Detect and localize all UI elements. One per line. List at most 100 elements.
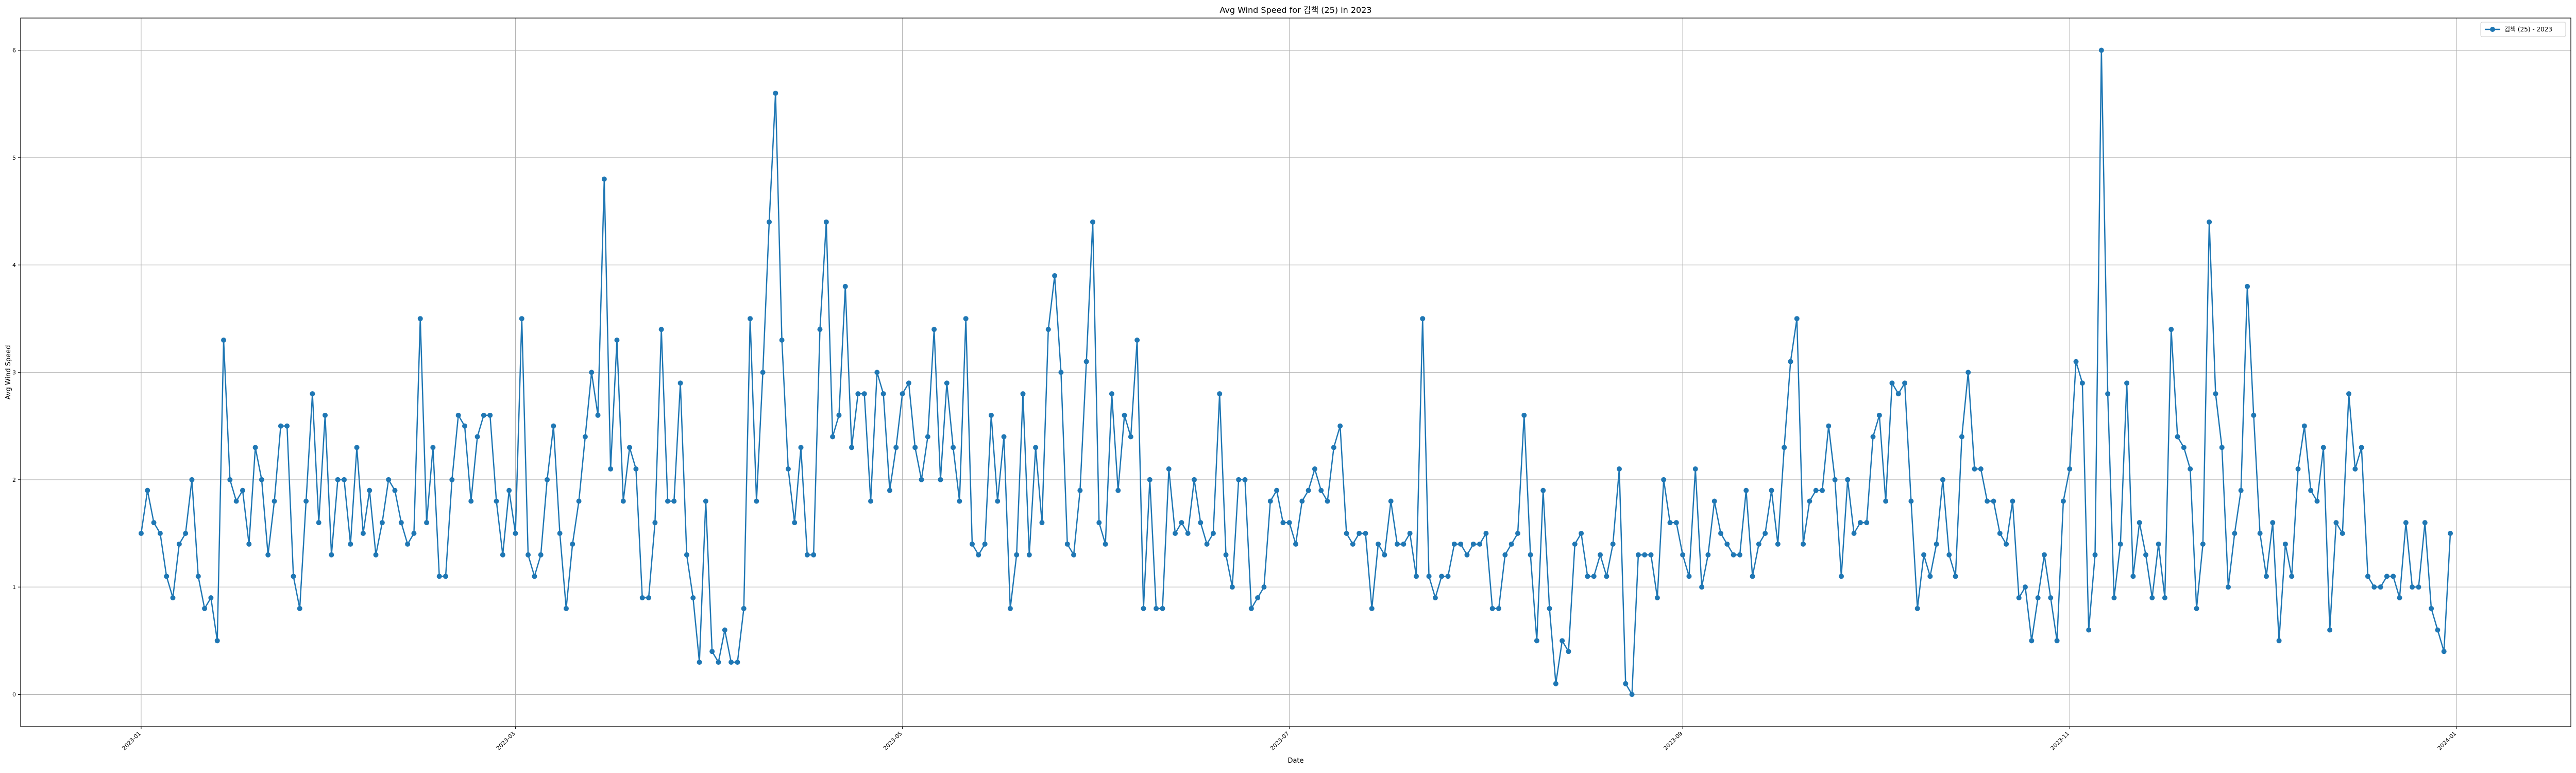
- data-point: [1318, 488, 1324, 493]
- data-point: [1914, 606, 1920, 611]
- data-point: [1274, 488, 1280, 493]
- data-point: [1344, 531, 1349, 536]
- data-point: [1090, 219, 1095, 225]
- data-point: [1014, 552, 1020, 558]
- data-point: [1623, 681, 1629, 686]
- data-point: [532, 574, 537, 579]
- data-point: [2067, 466, 2073, 472]
- data-point: [1154, 606, 1159, 611]
- data-point: [861, 391, 867, 397]
- data-point: [1616, 466, 1622, 472]
- data-point: [1470, 541, 1476, 547]
- data-point: [849, 445, 855, 450]
- data-point: [785, 466, 791, 472]
- data-point: [1350, 541, 1355, 547]
- data-point: [976, 552, 981, 558]
- data-point: [487, 412, 493, 418]
- data-point: [1363, 531, 1368, 536]
- data-point: [1801, 541, 1806, 547]
- data-point: [951, 445, 956, 450]
- data-point: [1185, 531, 1191, 536]
- series-group: [138, 47, 2453, 697]
- data-point: [1058, 369, 1064, 375]
- data-point: [1680, 552, 1686, 558]
- data-point: [2124, 380, 2130, 386]
- data-point: [1560, 638, 1565, 644]
- data-point: [2448, 531, 2453, 536]
- data-point: [1229, 584, 1235, 590]
- data-point: [145, 488, 150, 493]
- data-point: [170, 595, 176, 600]
- data-point: [1534, 638, 1539, 644]
- data-point: [1496, 606, 1502, 611]
- data-point: [576, 498, 582, 504]
- data-point: [513, 531, 518, 536]
- data-point: [1965, 369, 1971, 375]
- data-point: [1337, 423, 1343, 429]
- data-point: [2219, 445, 2225, 450]
- data-point: [1547, 606, 1552, 611]
- data-point: [697, 660, 702, 665]
- data-point: [398, 520, 404, 526]
- data-point: [2188, 466, 2193, 472]
- data-point: [690, 595, 696, 600]
- data-point: [2023, 584, 2028, 590]
- data-point: [1737, 552, 1742, 558]
- data-point: [1566, 649, 1571, 654]
- data-point: [658, 327, 664, 332]
- data-point: [1876, 412, 1882, 418]
- data-point: [1673, 520, 1679, 526]
- data-point: [2035, 595, 2041, 600]
- data-point: [1198, 520, 1204, 526]
- data-point: [214, 638, 220, 644]
- data-point: [1439, 574, 1445, 579]
- data-point: [157, 531, 163, 536]
- data-point: [614, 338, 620, 343]
- data-point: [1515, 531, 1520, 536]
- legend-marker-swatch: [2490, 27, 2495, 32]
- data-point: [2041, 552, 2047, 558]
- data-point: [2289, 574, 2295, 579]
- data-point: [1807, 498, 1812, 504]
- data-point: [259, 477, 264, 482]
- data-point: [1642, 552, 1648, 558]
- data-point: [2060, 498, 2066, 504]
- data-point: [1997, 531, 2003, 536]
- data-point: [310, 391, 315, 397]
- data-point: [2149, 595, 2155, 600]
- data-point: [2410, 584, 2415, 590]
- data-point: [1870, 434, 1876, 440]
- data-point: [2251, 412, 2257, 418]
- data-point: [1756, 541, 1761, 547]
- data-point: [1686, 574, 1692, 579]
- data-point: [893, 445, 899, 450]
- data-point: [449, 477, 455, 482]
- data-point: [1134, 338, 1140, 343]
- data-point: [1762, 531, 1768, 536]
- data-point: [2004, 541, 2009, 547]
- data-point: [506, 488, 512, 493]
- data-point: [830, 434, 836, 440]
- data-point: [1978, 466, 1984, 472]
- data-point: [474, 434, 480, 440]
- data-point: [1223, 552, 1229, 558]
- data-point: [1109, 391, 1114, 397]
- data-point: [1261, 584, 1267, 590]
- data-point: [1635, 552, 1641, 558]
- data-point: [2308, 488, 2314, 493]
- data-point: [1782, 445, 1787, 450]
- data-point: [582, 434, 588, 440]
- data-point: [1122, 412, 1127, 418]
- data-point: [360, 531, 366, 536]
- data-point: [424, 520, 430, 526]
- data-point: [1654, 595, 1660, 600]
- data-point: [233, 498, 239, 504]
- data-point: [2105, 391, 2111, 397]
- data-point: [2048, 595, 2054, 600]
- data-point: [2320, 445, 2326, 450]
- data-point: [957, 498, 962, 504]
- data-point: [2130, 574, 2136, 579]
- data-point: [1591, 574, 1597, 579]
- data-point: [1838, 574, 1844, 579]
